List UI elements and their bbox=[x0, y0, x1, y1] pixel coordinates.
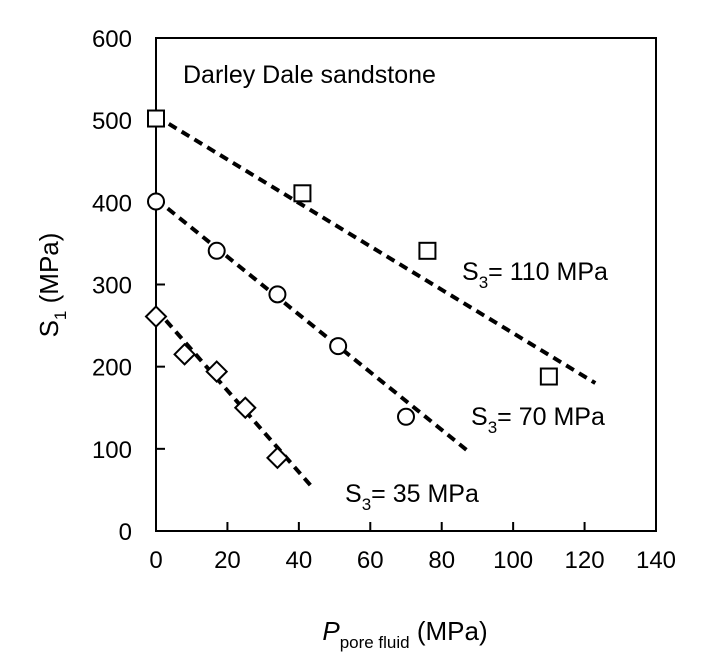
y-tick-label: 0 bbox=[119, 519, 132, 546]
data-point-diamond bbox=[233, 396, 257, 420]
y-tick-label: 300 bbox=[92, 273, 132, 300]
data-point-circle bbox=[207, 241, 226, 260]
data-point-circle bbox=[268, 285, 287, 304]
y-tick-label: 100 bbox=[92, 437, 132, 464]
y-axis-title: S1 (MPa) bbox=[34, 233, 70, 338]
data-point-square bbox=[539, 367, 558, 386]
x-axis-title: Ppore fluid (MPa) bbox=[322, 616, 487, 652]
x-tick-label: 0 bbox=[149, 547, 162, 574]
x-tick-label: 60 bbox=[357, 547, 384, 574]
data-point-circle bbox=[397, 407, 415, 426]
y-tick-label: 500 bbox=[92, 108, 132, 135]
data-point-circle bbox=[329, 337, 348, 356]
label-s3-110: S3= 110 MPa bbox=[462, 258, 608, 292]
x-tick-label: 120 bbox=[565, 547, 605, 574]
x-tick-label: 140 bbox=[636, 547, 676, 574]
y-tick-label: 400 bbox=[92, 190, 132, 217]
chart-annotation-title: Darley Dale sandstone bbox=[183, 61, 436, 89]
y-tick-label: 200 bbox=[92, 355, 132, 382]
label-s3-35: S3= 35 MPa bbox=[345, 480, 479, 514]
data-point-square bbox=[418, 241, 437, 260]
data-point-diamond bbox=[205, 360, 229, 384]
x-tick-label: 80 bbox=[428, 547, 455, 574]
x-tick-label: 100 bbox=[493, 547, 533, 574]
data-point-diamond bbox=[266, 446, 289, 470]
label-s3-70: S3= 70 MPa bbox=[471, 403, 605, 437]
fit-line-series-2 bbox=[154, 307, 315, 490]
fit-line-series-0 bbox=[154, 114, 597, 385]
data-point-diamond bbox=[173, 342, 196, 366]
x-tick-label: 20 bbox=[214, 547, 241, 574]
y-tick-label: 600 bbox=[92, 26, 132, 53]
data-point-circle bbox=[147, 192, 165, 211]
data-point-square bbox=[147, 109, 165, 128]
x-tick-label: 40 bbox=[286, 547, 313, 574]
data-point-diamond bbox=[144, 305, 168, 328]
fit-line-series-1 bbox=[154, 197, 472, 455]
data-point-square bbox=[293, 184, 312, 203]
